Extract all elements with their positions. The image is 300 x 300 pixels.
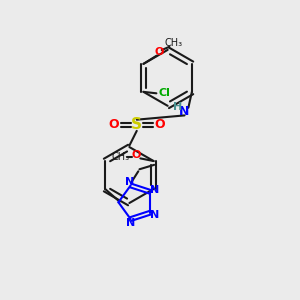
Text: CH₃: CH₃: [112, 152, 130, 162]
Text: N: N: [125, 177, 135, 187]
Text: N: N: [179, 105, 189, 118]
Text: O: O: [109, 118, 119, 131]
Text: N: N: [150, 184, 159, 194]
Text: S: S: [131, 118, 142, 133]
Text: N: N: [150, 210, 159, 220]
Text: H: H: [173, 102, 183, 112]
Text: Cl: Cl: [158, 88, 170, 98]
Text: O: O: [131, 150, 141, 160]
Text: N: N: [126, 218, 135, 228]
Text: O: O: [154, 118, 165, 131]
Text: O: O: [154, 47, 164, 57]
Text: CH₃: CH₃: [165, 38, 183, 48]
